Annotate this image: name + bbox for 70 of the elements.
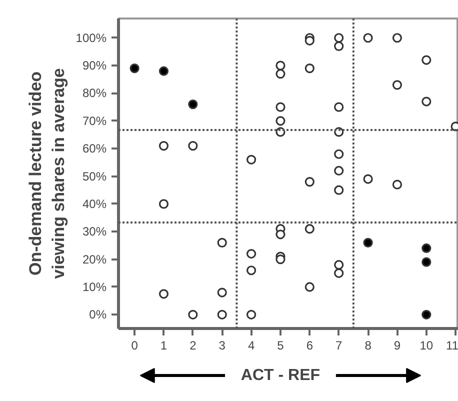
x-tick-label: 11 <box>446 338 458 352</box>
x-tick-label: 7 <box>336 338 343 352</box>
point <box>363 33 373 43</box>
point <box>334 41 344 51</box>
y-tick-label: 60% <box>82 142 107 156</box>
point <box>392 80 402 90</box>
x-tick-label: 10 <box>420 338 434 352</box>
point <box>246 154 256 164</box>
point <box>392 33 402 43</box>
point <box>363 174 373 184</box>
y-tick-label: 0% <box>89 308 107 322</box>
point <box>246 248 256 259</box>
point <box>334 102 344 112</box>
point <box>276 230 286 240</box>
point <box>304 224 314 234</box>
point <box>304 64 314 74</box>
point <box>304 36 314 46</box>
point <box>334 33 344 43</box>
point <box>304 282 314 292</box>
x-tick-label: 1 <box>160 338 168 352</box>
point <box>334 185 344 195</box>
point <box>246 266 256 276</box>
point <box>304 177 314 187</box>
point <box>422 257 432 267</box>
x-tick-label: 8 <box>364 338 372 352</box>
point <box>130 64 140 74</box>
point <box>158 66 169 76</box>
point <box>158 141 169 151</box>
point <box>422 310 432 320</box>
y-tick-label: 40% <box>82 196 107 211</box>
point <box>246 310 256 320</box>
x-tick-label: 3 <box>218 338 226 352</box>
x-tick-label: 6 <box>306 338 314 352</box>
point <box>158 199 169 209</box>
y-tick-label: 70% <box>82 114 107 128</box>
x-tick-label: 2 <box>190 338 197 352</box>
point <box>334 166 344 176</box>
y-tick-label: 80% <box>82 86 107 100</box>
x-tick-label: 0 <box>131 338 138 352</box>
point <box>422 243 432 254</box>
point <box>334 149 344 159</box>
point <box>363 238 373 248</box>
x-axis-title: ACT - REF <box>240 367 320 384</box>
point <box>422 96 432 106</box>
y-tick-label: 30% <box>82 224 107 239</box>
x-tick-label: 4 <box>248 338 255 352</box>
point <box>217 238 227 248</box>
point <box>276 60 286 70</box>
y-tick-label: 10% <box>82 280 107 294</box>
y-axis-title: On-demand lecture video viewing shares in average <box>26 68 68 279</box>
point <box>217 288 227 298</box>
x-tick-label: 5 <box>277 338 284 352</box>
y-tick-label: 20% <box>82 252 107 266</box>
y-tick-label: 100% <box>76 30 107 45</box>
point <box>188 310 198 320</box>
point <box>276 116 286 126</box>
y-tick-label: 90% <box>82 58 107 73</box>
point <box>334 260 344 270</box>
point <box>276 254 286 264</box>
point <box>276 69 286 79</box>
point <box>188 141 198 151</box>
point <box>334 268 344 278</box>
point <box>392 180 402 190</box>
x-tick-label: 9 <box>394 338 401 352</box>
y-tick-label: 50% <box>82 169 107 184</box>
point <box>188 100 198 110</box>
point <box>217 310 227 320</box>
point <box>422 55 432 65</box>
point <box>158 289 169 299</box>
point <box>276 102 286 112</box>
